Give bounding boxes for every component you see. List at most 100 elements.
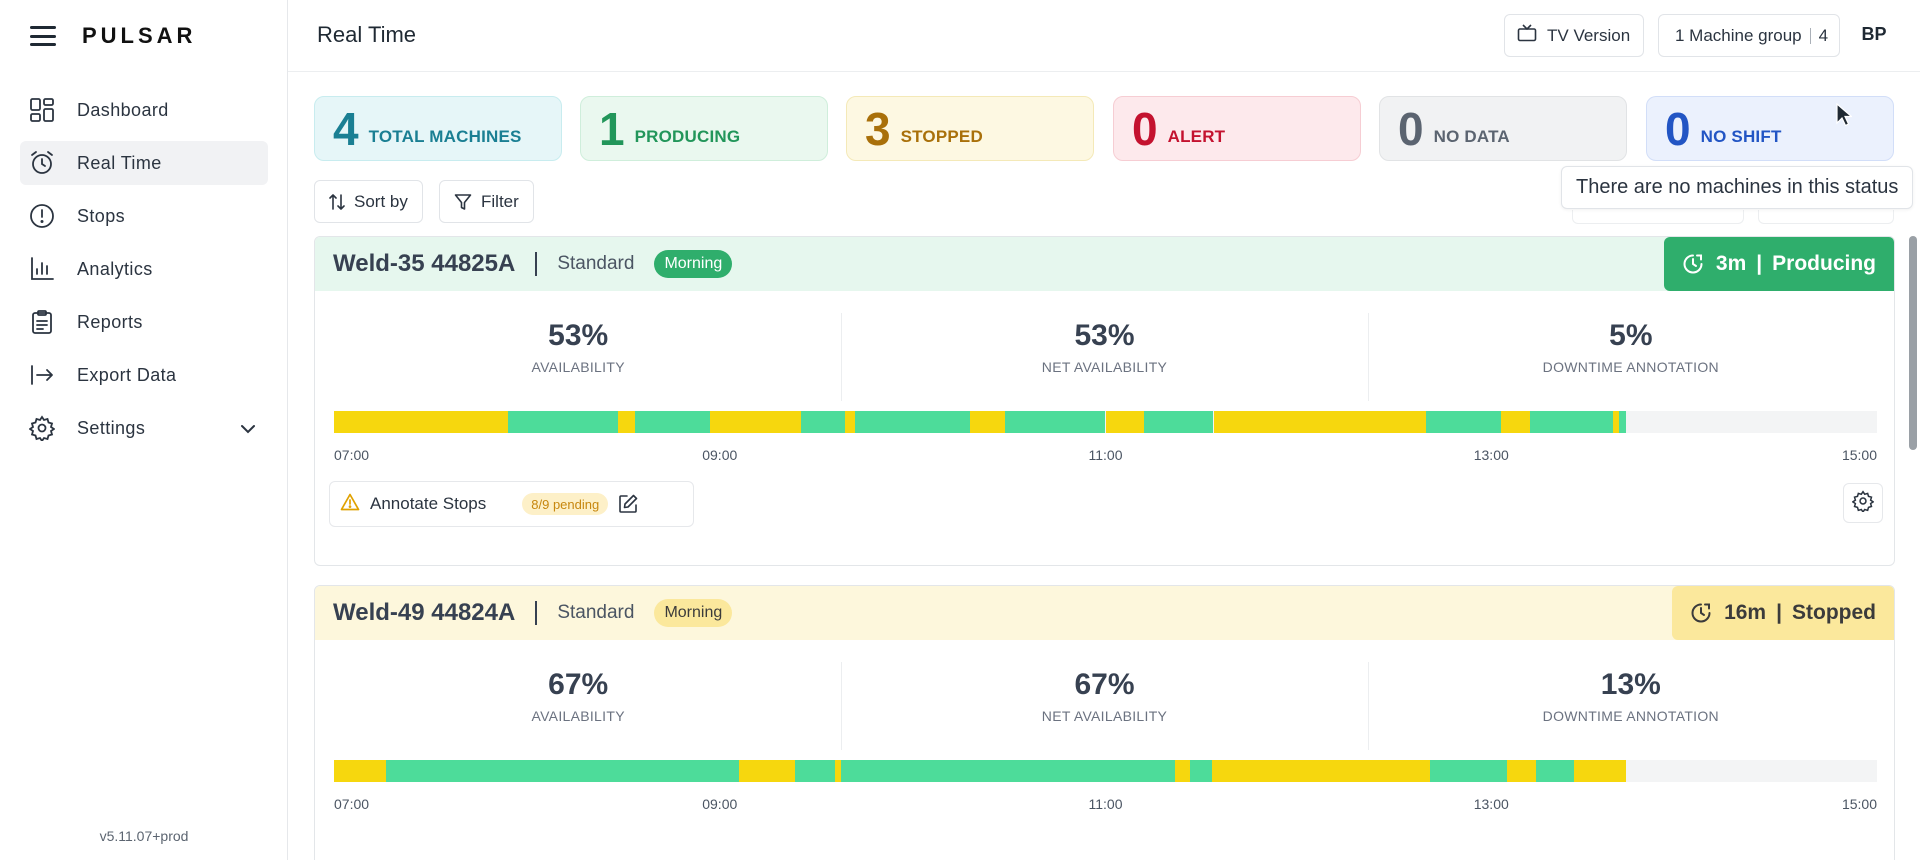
timeline-segment-stopped[interactable] — [334, 760, 387, 782]
metric-label: AVAILABILITY — [531, 359, 625, 375]
timeline-segment-producing[interactable] — [1190, 760, 1212, 782]
timeline-segment-stopped[interactable] — [1211, 760, 1430, 782]
timeline-segment-stopped[interactable] — [835, 760, 842, 782]
metric: 67% NET AVAILABILITY — [841, 640, 1367, 760]
machine-group-label: 1 Machine group — [1675, 25, 1802, 45]
timeline-segment-producing[interactable] — [1005, 411, 1106, 433]
edit-icon[interactable] — [618, 494, 638, 514]
timeline-segment-producing[interactable] — [841, 760, 1175, 782]
timeline-tick: 11:00 — [1088, 447, 1123, 463]
timeline-segment-producing[interactable] — [1529, 411, 1613, 433]
metric-value: 13% — [1600, 668, 1661, 701]
hidden-toolbar-button[interactable] — [1758, 210, 1894, 224]
timeline-tick: 07:00 — [334, 447, 370, 463]
metric-value: 67% — [548, 668, 609, 701]
app-logo: PULSAR — [82, 23, 197, 48]
dashboard-icon — [28, 96, 56, 124]
status-label: TOTAL MACHINES — [368, 126, 522, 146]
machine-metrics: 53% AVAILABILITY 53% NET AVAILABILITY 5% DOWN… — [315, 291, 1894, 411]
timeline-segment-stopped[interactable] — [1612, 411, 1619, 433]
machine-name[interactable]: Weld-35 44825A — [333, 250, 516, 277]
timeline-segment-producing[interactable] — [1425, 411, 1501, 433]
metric-label: DOWNTIME ANNOTATION — [1542, 359, 1719, 375]
status-card-total-machines[interactable]: 4 TOTAL MACHINES — [314, 96, 562, 161]
sidebar-item-dashboard[interactable]: Dashboard — [20, 88, 268, 132]
timeline-segment-producing[interactable] — [800, 411, 846, 433]
timeline-segment-stopped[interactable] — [617, 411, 635, 433]
state-label: Stopped — [1792, 601, 1876, 624]
machine-name[interactable]: Weld-49 44824A — [333, 599, 516, 626]
machine-card[interactable]: Weld-49 44824A Standard Morning 16m | Stopped… — [314, 585, 1895, 860]
timeline-segment-stopped[interactable] — [970, 411, 1006, 433]
tv-version-label: TV Version — [1547, 25, 1631, 45]
tv-version-button[interactable]: TV Version — [1504, 14, 1644, 57]
clock-icon — [1690, 602, 1712, 624]
machine-group-button[interactable]: 1 Machine group 4 — [1658, 14, 1840, 57]
sidebar-item-analytics[interactable]: Analytics — [20, 247, 268, 291]
timeline-segment-producing[interactable] — [1429, 760, 1507, 782]
export-icon — [28, 361, 56, 389]
status-card-producing[interactable]: 1 PRODUCING — [580, 96, 828, 161]
sidebar-item-reports[interactable]: Reports — [20, 300, 268, 344]
sidebar-item-label: Stops — [77, 205, 126, 226]
timeline-segment-producing[interactable] — [1535, 760, 1575, 782]
timeline-segment-stopped[interactable] — [710, 411, 801, 433]
sort-button[interactable]: Sort by — [314, 180, 423, 223]
timeline-segment-producing[interactable] — [794, 760, 836, 782]
status-count: 0 — [1398, 102, 1424, 155]
timeline-segment-producing[interactable] — [1618, 411, 1627, 433]
sidebar-item-label: Export Data — [77, 364, 177, 385]
machine-settings-button[interactable] — [1843, 483, 1883, 523]
divider: | — [1776, 601, 1782, 624]
timeline-tick: 09:00 — [702, 447, 738, 463]
chevron-down-icon[interactable] — [240, 418, 256, 439]
menu-icon[interactable] — [30, 26, 56, 46]
pending-badge: 8/9 pending — [522, 493, 609, 515]
sidebar: PULSAR Dashboard Real Time Stops — [0, 0, 288, 860]
timeline-segment-stopped[interactable] — [1174, 760, 1191, 782]
divider — [1809, 27, 1811, 44]
sidebar-item-settings[interactable]: Settings — [20, 406, 268, 450]
machine-header: Weld-35 44825A Standard Morning 3m | Producin… — [315, 237, 1894, 291]
state-timeline[interactable] — [334, 411, 1877, 433]
sidebar-item-stops[interactable]: Stops — [20, 194, 268, 238]
timeline-segment-stopped[interactable] — [845, 411, 855, 433]
annotate-stops-button[interactable]: Annotate Stops 8/9 pending — [329, 481, 694, 527]
avatar[interactable]: BP — [1861, 23, 1887, 44]
sidebar-item-export-data[interactable]: Export Data — [20, 353, 268, 397]
sidebar-item-real-time[interactable]: Real Time — [20, 141, 268, 185]
filter-button[interactable]: Filter — [439, 180, 534, 223]
warning-icon — [340, 493, 360, 516]
timeline-segment-stopped[interactable] — [1574, 760, 1627, 782]
metric: 53% NET AVAILABILITY — [841, 291, 1367, 411]
timeline-segment-stopped[interactable] — [1500, 411, 1530, 433]
timeline-segment-stopped[interactable] — [1213, 411, 1426, 433]
timeline-segment-stopped[interactable] — [334, 411, 508, 433]
timeline-segment-producing[interactable] — [1144, 411, 1214, 433]
status-card-no-shift[interactable]: 0 NO SHIFT — [1646, 96, 1894, 161]
timeline-segment-stopped[interactable] — [1105, 411, 1145, 433]
sidebar-item-label: Dashboard — [77, 99, 169, 120]
scrollbar[interactable] — [1909, 236, 1917, 450]
status-card-no-data[interactable]: 0 NO DATA — [1379, 96, 1627, 161]
timeline-segment-producing[interactable] — [854, 411, 971, 433]
timeline-segment-producing[interactable] — [386, 760, 740, 782]
state-duration: 16m — [1724, 601, 1767, 624]
timeline-axis: 07:00 09:00 11:00 13:00 15:00 — [334, 796, 1877, 818]
status-label: ALERT — [1167, 126, 1226, 146]
timeline-segment-producing[interactable] — [507, 411, 618, 433]
machine-card[interactable]: Weld-35 44825A Standard Morning 3m | Producin… — [314, 236, 1895, 566]
status-card-stopped[interactable]: 3 STOPPED — [846, 96, 1094, 161]
status-card-alert[interactable]: 0 ALERT — [1113, 96, 1361, 161]
timeline-segment-stopped[interactable] — [739, 760, 795, 782]
sort-icon — [329, 193, 345, 211]
timeline-segment-stopped[interactable] — [1506, 760, 1536, 782]
state-timeline[interactable] — [334, 760, 1877, 782]
timeline-segment-producing[interactable] — [634, 411, 711, 433]
hidden-toolbar-button[interactable] — [1572, 210, 1744, 224]
metric-value: 5% — [1609, 319, 1653, 352]
divider — [535, 601, 538, 625]
divider: | — [1756, 252, 1763, 275]
sidebar-item-label: Analytics — [77, 258, 153, 279]
metric: 5% DOWNTIME ANNOTATION — [1367, 291, 1894, 411]
